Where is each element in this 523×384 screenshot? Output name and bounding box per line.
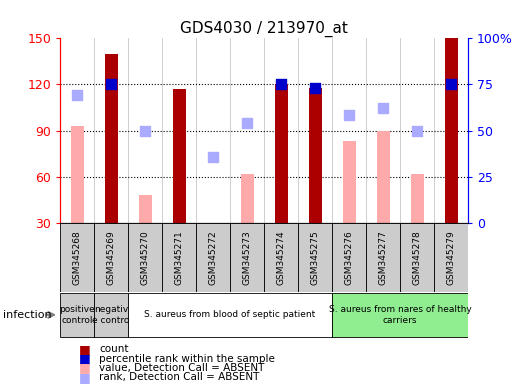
Bar — [139, 195, 152, 223]
Text: count: count — [99, 344, 129, 354]
Bar — [309, 88, 322, 223]
Bar — [343, 141, 356, 223]
Text: GSM345272: GSM345272 — [209, 230, 218, 285]
Text: rank, Detection Call = ABSENT: rank, Detection Call = ABSENT — [99, 372, 260, 382]
Text: GSM345278: GSM345278 — [413, 230, 422, 285]
Text: positive
control: positive control — [59, 305, 95, 324]
Bar — [434, 223, 468, 292]
Bar — [445, 38, 458, 223]
Point — [311, 84, 320, 91]
Point — [447, 81, 456, 88]
Point — [209, 154, 218, 160]
Bar — [241, 174, 254, 223]
Bar — [298, 223, 332, 292]
Title: GDS4030 / 213970_at: GDS4030 / 213970_at — [180, 21, 348, 37]
Bar — [173, 89, 186, 223]
Bar — [366, 223, 400, 292]
Point — [141, 127, 150, 134]
Point — [73, 92, 82, 98]
Bar — [128, 293, 332, 337]
Text: GSM345277: GSM345277 — [379, 230, 388, 285]
Point — [243, 120, 252, 126]
Bar — [332, 293, 468, 337]
Bar — [196, 223, 230, 292]
Text: GSM345271: GSM345271 — [175, 230, 184, 285]
Bar — [332, 223, 366, 292]
Text: negativ
e contro: negativ e contro — [93, 305, 130, 324]
Bar — [411, 174, 424, 223]
Text: ■: ■ — [78, 371, 90, 384]
Bar — [60, 293, 94, 337]
Bar — [400, 223, 434, 292]
Bar — [230, 223, 264, 292]
Text: GSM345268: GSM345268 — [73, 230, 82, 285]
Bar — [94, 223, 128, 292]
Point — [277, 81, 286, 88]
Point — [107, 81, 116, 88]
Bar — [162, 223, 196, 292]
Text: ■: ■ — [78, 361, 90, 374]
Text: percentile rank within the sample: percentile rank within the sample — [99, 354, 275, 364]
Bar — [60, 223, 94, 292]
Text: S. aureus from nares of healthy
carriers: S. aureus from nares of healthy carriers — [329, 305, 471, 324]
Text: GSM345276: GSM345276 — [345, 230, 354, 285]
Text: GSM345273: GSM345273 — [243, 230, 252, 285]
Text: GSM345279: GSM345279 — [447, 230, 456, 285]
Text: ■: ■ — [78, 352, 90, 365]
Bar — [377, 131, 390, 223]
Point — [379, 104, 388, 111]
Text: S. aureus from blood of septic patient: S. aureus from blood of septic patient — [144, 310, 316, 319]
Text: infection: infection — [3, 310, 51, 320]
Text: GSM345269: GSM345269 — [107, 230, 116, 285]
Bar — [94, 293, 128, 337]
Bar — [105, 54, 118, 223]
Point — [413, 127, 422, 134]
Text: value, Detection Call = ABSENT: value, Detection Call = ABSENT — [99, 363, 265, 373]
Text: GSM345275: GSM345275 — [311, 230, 320, 285]
Text: ■: ■ — [78, 343, 90, 356]
Text: GSM345270: GSM345270 — [141, 230, 150, 285]
Bar — [71, 126, 84, 223]
Text: GSM345274: GSM345274 — [277, 230, 286, 285]
Bar — [128, 223, 162, 292]
Point — [345, 112, 354, 118]
Bar — [264, 223, 298, 292]
Bar — [275, 84, 288, 223]
